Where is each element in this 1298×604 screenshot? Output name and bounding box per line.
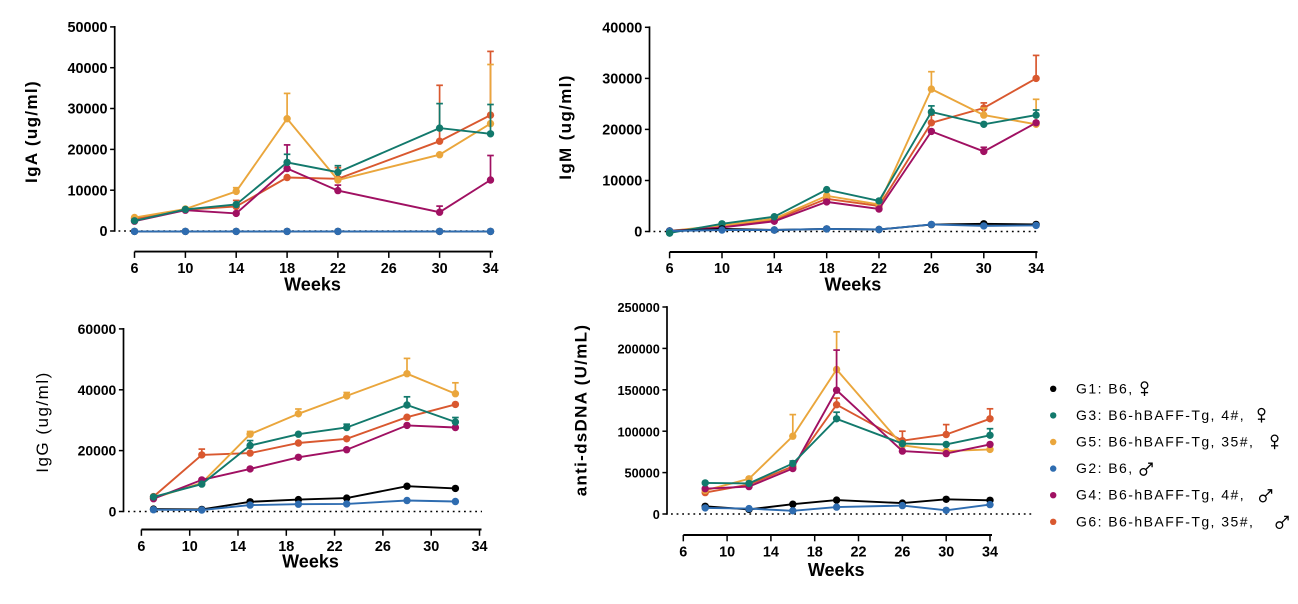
svg-text:20000: 20000 xyxy=(78,443,117,459)
svg-text:50000: 50000 xyxy=(67,20,107,36)
svg-text:14: 14 xyxy=(228,261,244,277)
svg-text:18: 18 xyxy=(279,261,295,277)
svg-text:IgM (ug/ml): IgM (ug/ml) xyxy=(556,74,575,180)
svg-text:50000: 50000 xyxy=(625,467,660,481)
svg-text:6: 6 xyxy=(137,539,145,555)
svg-text:20000: 20000 xyxy=(602,123,642,139)
svg-text:40000: 40000 xyxy=(602,20,642,36)
svg-text:34: 34 xyxy=(1028,261,1044,277)
svg-text:0: 0 xyxy=(99,224,107,240)
svg-text:30: 30 xyxy=(432,261,448,277)
svg-text:Weeks: Weeks xyxy=(282,552,339,572)
svg-text:0: 0 xyxy=(653,508,660,522)
svg-text:40000: 40000 xyxy=(78,382,117,398)
svg-text:30: 30 xyxy=(976,261,992,277)
svg-text:G1: B6,: G1: B6, xyxy=(1076,380,1134,396)
svg-text:22: 22 xyxy=(327,539,343,555)
svg-text:14: 14 xyxy=(763,544,779,560)
svg-text:IgG (ug/ml): IgG (ug/ml) xyxy=(33,371,52,473)
svg-text:IgA (ug/ml): IgA (ug/ml) xyxy=(22,80,41,183)
svg-text:anti-dsDNA (U/mL): anti-dsDNA (U/mL) xyxy=(572,324,591,497)
svg-text:10: 10 xyxy=(182,539,198,555)
svg-text:6: 6 xyxy=(679,544,687,560)
svg-text:60000: 60000 xyxy=(78,321,117,337)
svg-text:Weeks: Weeks xyxy=(284,275,341,295)
svg-text:14: 14 xyxy=(766,261,782,277)
svg-text:250000: 250000 xyxy=(617,301,659,315)
svg-text:20000: 20000 xyxy=(67,143,107,159)
svg-text:G3: B6-hBAFF-Tg, 4#,: G3: B6-hBAFF-Tg, 4#, xyxy=(1076,407,1245,423)
svg-text:100000: 100000 xyxy=(617,425,659,439)
svg-text:26: 26 xyxy=(923,261,939,277)
svg-text:0: 0 xyxy=(634,225,642,241)
svg-text:30: 30 xyxy=(938,544,954,560)
svg-text:26: 26 xyxy=(894,544,910,560)
svg-text:G4: B6-hBAFF-Tg, 4#,: G4: B6-hBAFF-Tg, 4#, xyxy=(1076,487,1245,503)
svg-text:18: 18 xyxy=(807,544,823,560)
svg-text:14: 14 xyxy=(230,539,246,555)
svg-text:Weeks: Weeks xyxy=(825,275,882,295)
svg-text:26: 26 xyxy=(375,539,391,555)
svg-text:40000: 40000 xyxy=(67,61,107,77)
svg-text:34: 34 xyxy=(482,261,498,277)
svg-text:G6: B6-hBAFF-Tg, 35#,: G6: B6-hBAFF-Tg, 35#, xyxy=(1076,513,1254,529)
svg-text:0: 0 xyxy=(109,504,117,520)
svg-text:150000: 150000 xyxy=(617,384,659,398)
svg-text:Weeks: Weeks xyxy=(808,560,865,580)
svg-text:34: 34 xyxy=(982,544,998,560)
svg-text:18: 18 xyxy=(278,539,294,555)
svg-text:22: 22 xyxy=(330,261,346,277)
svg-text:18: 18 xyxy=(819,261,835,277)
svg-text:10000: 10000 xyxy=(602,174,642,190)
svg-text:10: 10 xyxy=(177,261,193,277)
svg-text:30000: 30000 xyxy=(67,102,107,118)
svg-text:10: 10 xyxy=(714,261,730,277)
svg-text:34: 34 xyxy=(471,539,487,555)
svg-text:30000: 30000 xyxy=(602,72,642,88)
svg-text:6: 6 xyxy=(666,261,674,277)
svg-text:26: 26 xyxy=(381,261,397,277)
svg-text:10000: 10000 xyxy=(67,183,107,199)
svg-text:30: 30 xyxy=(423,539,439,555)
svg-text:22: 22 xyxy=(871,261,887,277)
svg-text:200000: 200000 xyxy=(617,343,659,357)
svg-text:22: 22 xyxy=(850,544,866,560)
svg-text:G2: B6,: G2: B6, xyxy=(1076,460,1134,476)
svg-text:G5: B6-hBAFF-Tg, 35#,: G5: B6-hBAFF-Tg, 35#, xyxy=(1076,434,1254,450)
svg-text:10: 10 xyxy=(719,544,735,560)
svg-text:6: 6 xyxy=(130,261,138,277)
